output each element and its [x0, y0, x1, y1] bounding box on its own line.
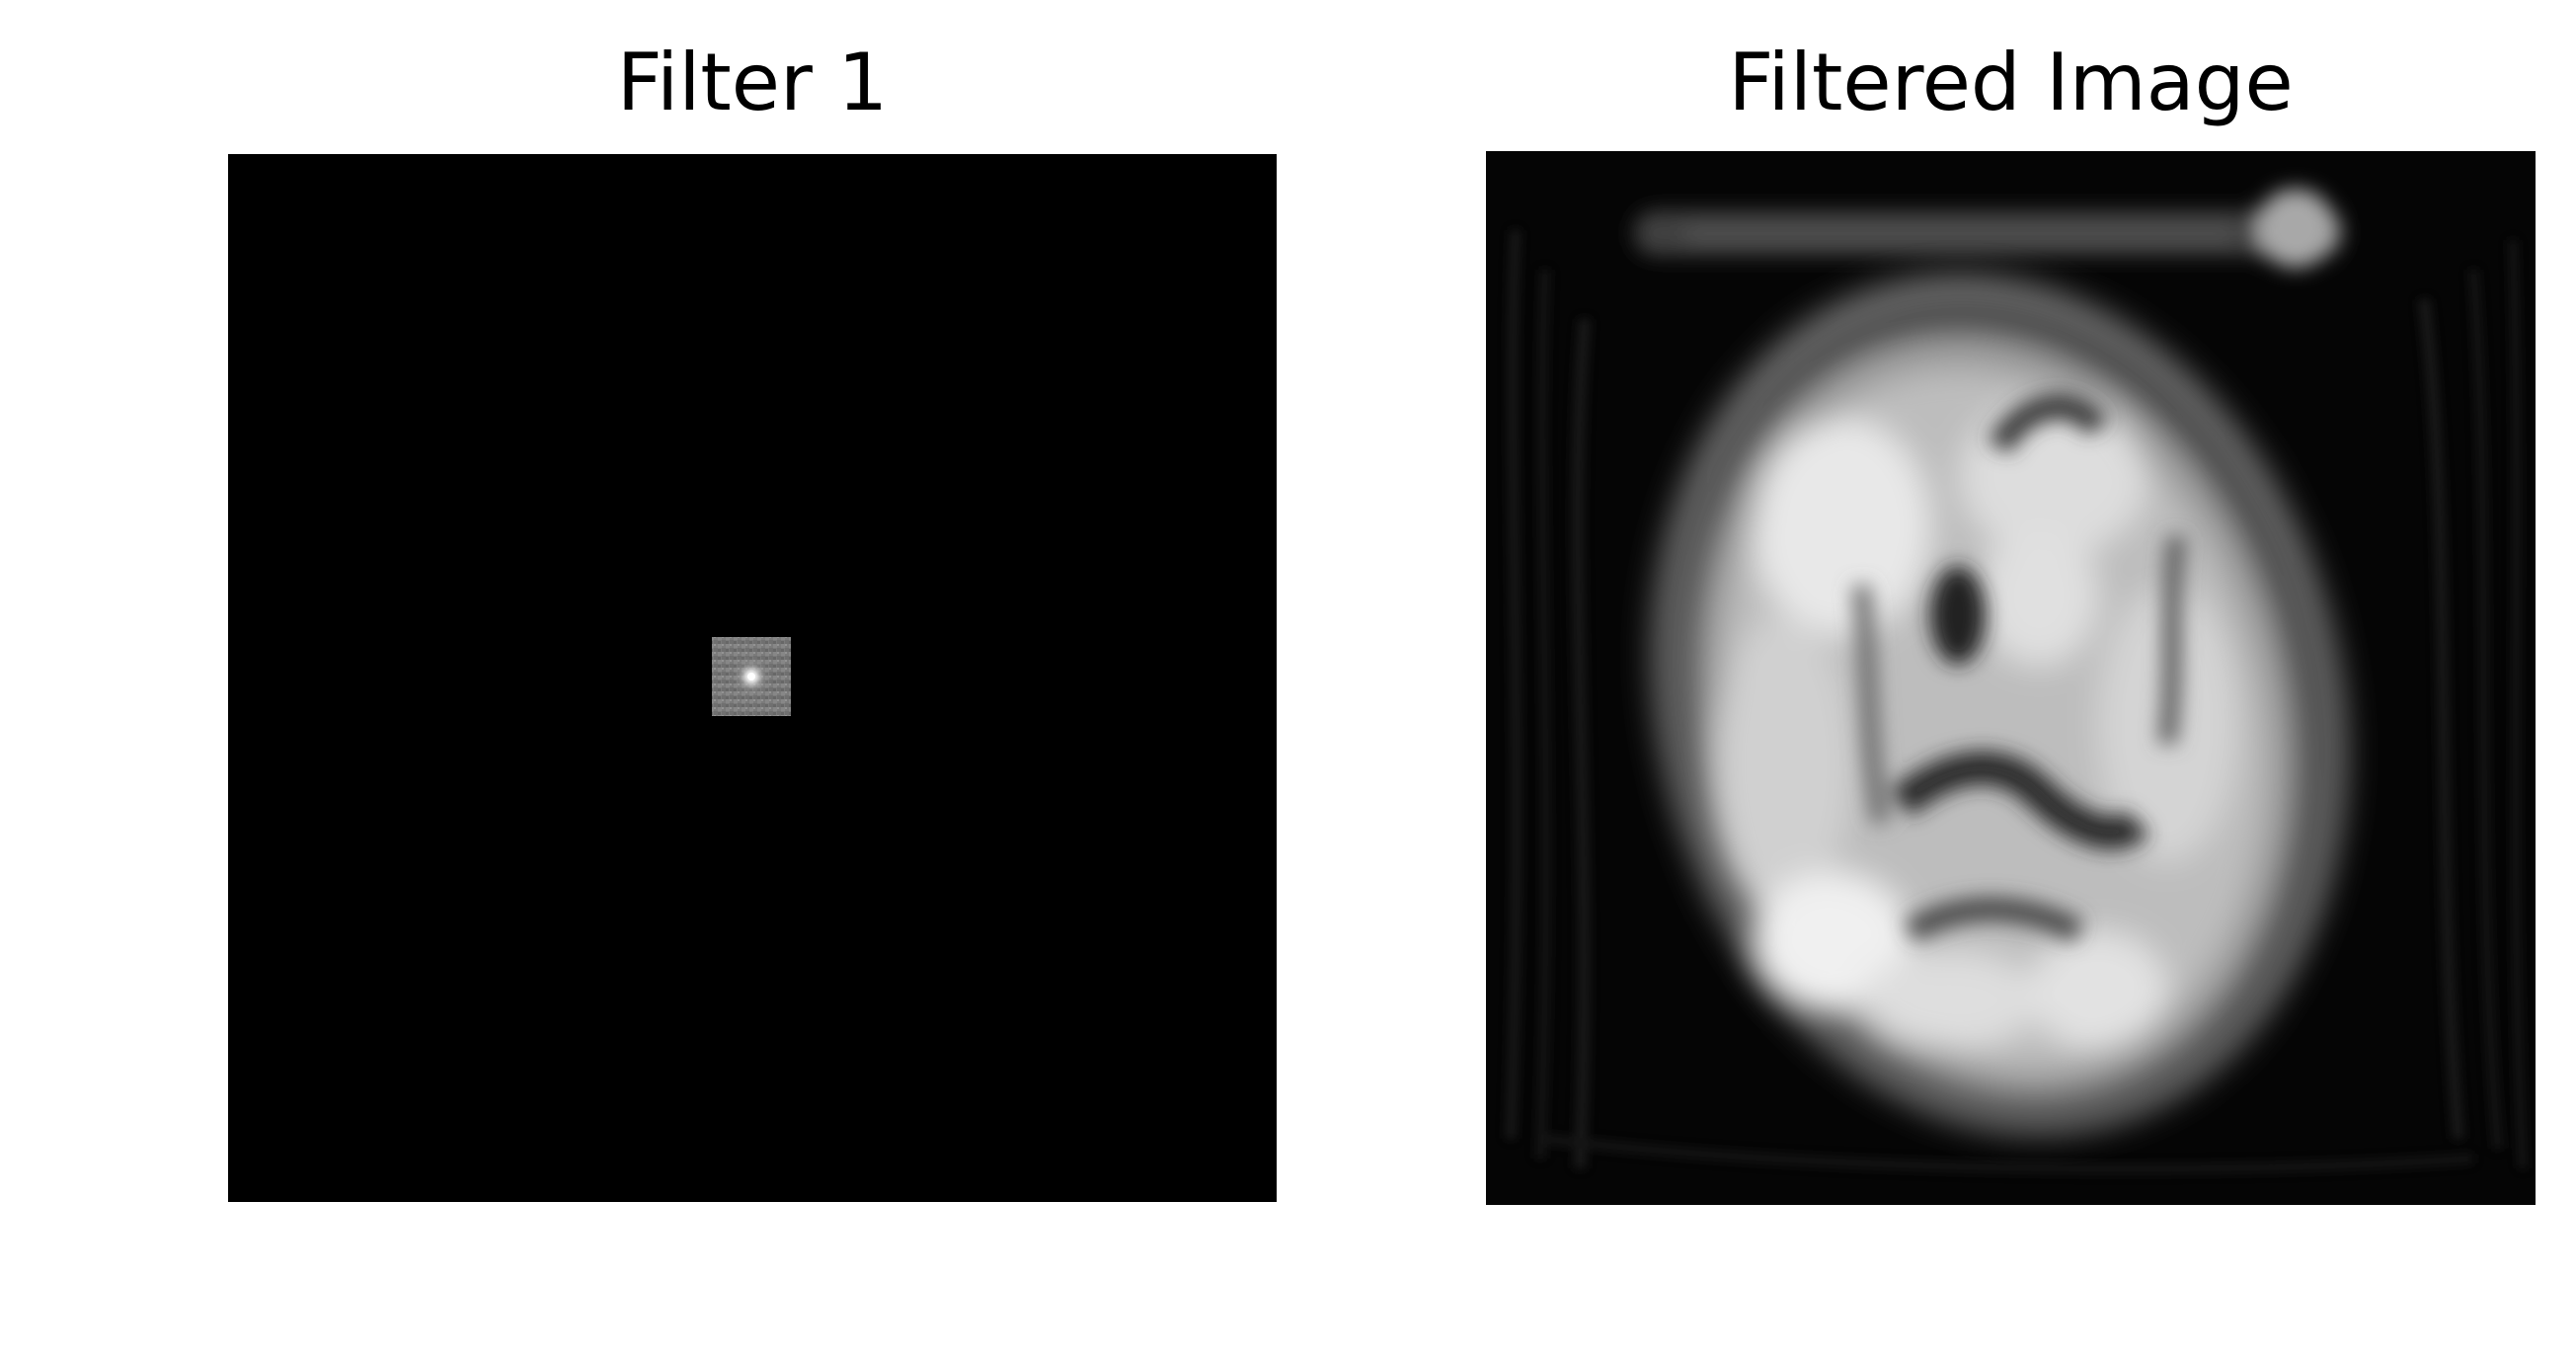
filter-image: [228, 154, 1277, 1202]
ringing-artifacts: [1506, 229, 2527, 1174]
filtered-image: [1486, 151, 2536, 1205]
filtered-brain-graphic: [1486, 151, 2536, 1205]
top-band-artifact: [1634, 189, 2345, 268]
filter-passband-square: [712, 637, 791, 716]
ventricles: [1852, 393, 2186, 942]
filter-graphic: [228, 154, 1277, 1202]
brain-tissue: [1713, 367, 2268, 1071]
filtered-image-title: Filtered Image: [1728, 37, 2294, 128]
filter-title: Filter 1: [616, 37, 889, 128]
